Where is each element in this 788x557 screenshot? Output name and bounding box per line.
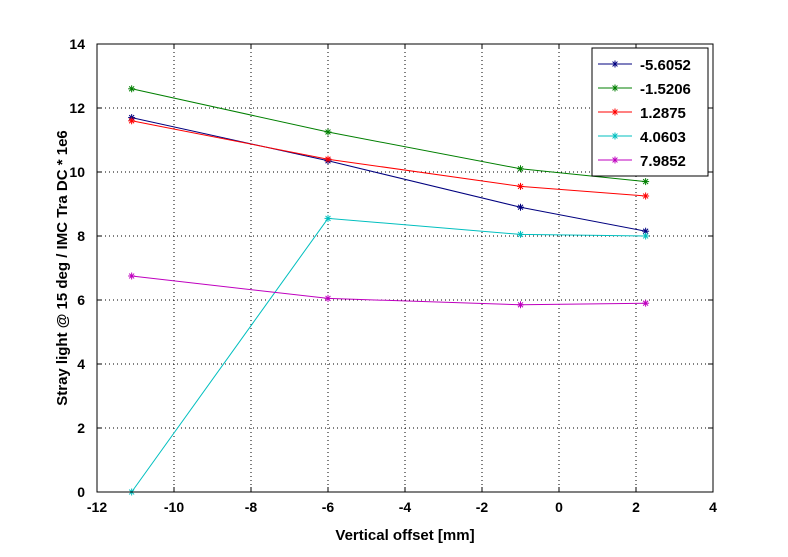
legend-marker	[611, 156, 619, 164]
series-line	[131, 88, 646, 183]
series-2	[128, 85, 650, 186]
data-point	[517, 165, 524, 173]
x-axis-label: Vertical offset [mm]	[335, 527, 474, 544]
legend-item: 7.9852	[598, 153, 686, 170]
data-point	[642, 227, 650, 235]
series-line	[131, 117, 646, 232]
y-tick-label: 2	[77, 420, 85, 436]
series-line	[131, 217, 646, 493]
legend-item: 1.2875	[598, 105, 686, 122]
data-point	[517, 203, 524, 211]
y-tick-label: 14	[69, 36, 85, 52]
data-point	[324, 214, 332, 222]
legend-item: 4.0603	[598, 129, 686, 146]
y-tick-label: 0	[77, 484, 85, 500]
x-tick-label: -6	[322, 499, 335, 515]
data-point	[128, 272, 136, 280]
tick-layer: -12 -10 -8 -6 -4 -2 0 2 4 0 2 4 6 8 10 12 14	[69, 36, 717, 515]
y-axis-label: Stray light @ 15 deg / IMC Tra DC * 1e6	[54, 130, 71, 406]
legend: -5.6052 -1.5206 1.2875 4.0603 7.9852	[591, 47, 709, 177]
legend-label: 4.0603	[640, 129, 686, 146]
legend-marker	[611, 132, 619, 140]
series-layer	[128, 85, 650, 496]
data-point	[517, 230, 524, 238]
x-tick-label: 4	[709, 499, 717, 515]
y-tick-label: 8	[77, 228, 85, 244]
y-tick-label: 10	[69, 164, 85, 180]
data-point	[324, 294, 332, 302]
x-tick-label: 0	[555, 499, 563, 515]
x-tick-label: -4	[399, 499, 412, 515]
x-tick-label: -12	[87, 499, 107, 515]
data-point	[324, 155, 332, 163]
x-tick-label: 2	[632, 499, 640, 515]
x-tick-label: -8	[245, 499, 258, 515]
legend-item: -5.6052	[598, 57, 691, 74]
data-point	[517, 182, 524, 190]
series-line	[131, 275, 646, 306]
series-5	[128, 272, 650, 309]
legend-item: -1.5206	[598, 81, 691, 98]
data-point	[642, 232, 650, 240]
series-3	[128, 117, 650, 200]
data-point	[642, 299, 650, 307]
series-line	[131, 120, 646, 197]
y-tick-label: 4	[77, 356, 85, 372]
data-point	[642, 192, 650, 200]
legend-label: -5.6052	[640, 57, 691, 74]
legend-marker	[611, 60, 619, 68]
data-point	[128, 85, 136, 93]
data-point	[517, 301, 524, 309]
data-point	[128, 117, 136, 125]
y-tick-label: 6	[77, 292, 85, 308]
legend-marker	[611, 108, 619, 116]
x-tick-label: -10	[164, 499, 184, 515]
legend-marker	[611, 84, 619, 92]
data-point	[324, 128, 332, 136]
x-tick-label: -2	[476, 499, 489, 515]
y-tick-label: 12	[69, 100, 85, 116]
data-point	[642, 178, 650, 186]
legend-label: 1.2875	[640, 105, 686, 122]
legend-label: -1.5206	[640, 81, 691, 98]
grid-lines	[97, 44, 713, 492]
legend-label: 7.9852	[640, 153, 686, 170]
